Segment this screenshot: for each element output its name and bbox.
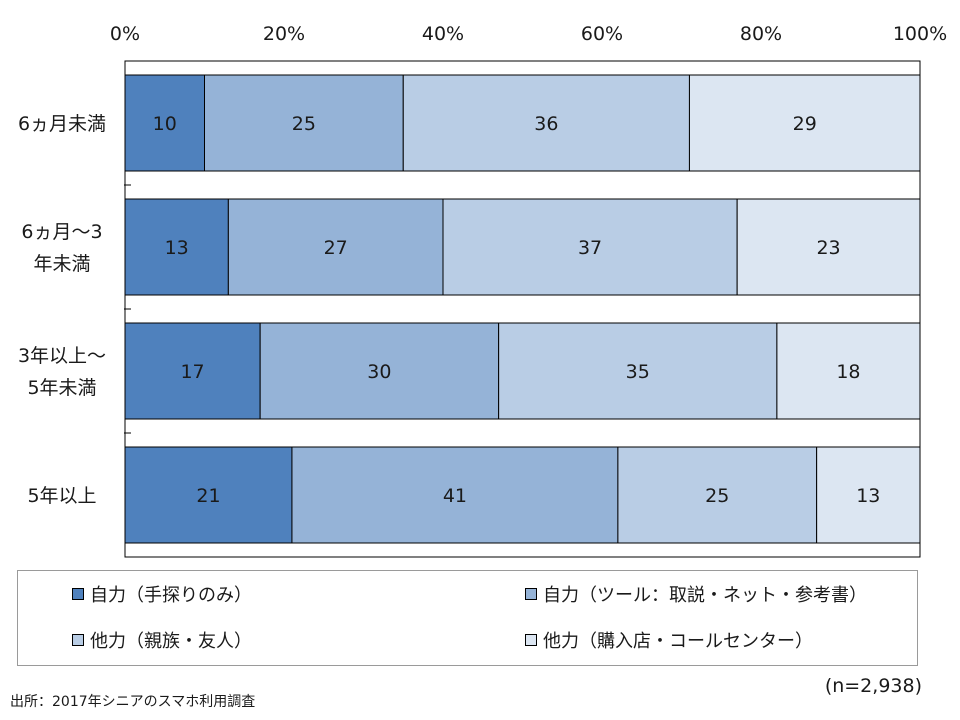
legend-item-others-shop: 他力（購入店・コールセンター） <box>525 628 813 652</box>
data-label: 35 <box>626 361 650 383</box>
data-label: 13 <box>165 237 189 259</box>
x-tick-label: 80% <box>740 23 782 45</box>
data-label: 37 <box>578 237 602 259</box>
stacked-bar-chart: 0% 20% 40% 60% 80% 100% 10 25 36 29 13 27 37 23 17 30 3… <box>18 23 947 558</box>
legend-swatch <box>72 588 84 600</box>
x-tick-label: 0% <box>110 23 140 45</box>
category-label: 6ヵ月～3 年未満 <box>21 221 102 275</box>
bar-segment <box>124 74 205 172</box>
legend-item-self-tools: 自力（ツール：取説・ネット・参考書） <box>525 582 867 606</box>
data-label: 13 <box>856 485 880 507</box>
source-note: 出所：2017年シニアのスマホ利用調査 <box>10 694 256 710</box>
data-label: 17 <box>180 361 204 383</box>
data-label: 23 <box>816 237 840 259</box>
category-label: 6ヵ月未満 <box>18 113 106 135</box>
data-label: 21 <box>196 485 220 507</box>
legend-item-self-trial: 自力（手探りのみ） <box>72 582 252 606</box>
bar-segment <box>442 198 738 296</box>
bar-segment <box>816 446 921 544</box>
plot-area: 10 25 36 29 13 27 37 23 17 30 35 18 21 41 25 13 <box>124 60 921 558</box>
data-label: 30 <box>367 361 391 383</box>
data-label: 18 <box>836 361 860 383</box>
x-tick-label: 20% <box>263 23 305 45</box>
bar-segment <box>204 74 404 172</box>
legend-label: 他力（購入店・コールセンター） <box>543 631 813 652</box>
bar-segment <box>291 446 619 544</box>
bar-segment <box>124 322 261 420</box>
data-label: 27 <box>324 237 348 259</box>
legend-label: 他力（親族・友人） <box>90 631 252 652</box>
x-tick-label: 100% <box>893 23 947 45</box>
bar-segment <box>402 74 690 172</box>
legend: 自力（手探りのみ） 自力（ツール：取説・ネット・参考書） 他力（親族・友人） 他… <box>17 570 918 666</box>
data-label: 25 <box>292 113 316 135</box>
legend-swatch <box>72 634 84 646</box>
data-label: 10 <box>153 113 177 135</box>
data-label: 36 <box>534 113 558 135</box>
legend-label: 自力（手探りのみ） <box>90 585 252 606</box>
bar-segment <box>776 322 921 420</box>
bar-segment <box>124 446 293 544</box>
bar-segment <box>498 322 778 420</box>
legend-swatch <box>525 588 537 600</box>
data-label: 25 <box>705 485 729 507</box>
bar-segment <box>259 322 500 420</box>
bar-segment <box>688 74 921 172</box>
legend-label: 自力（ツール：取説・ネット・参考書） <box>543 585 867 606</box>
bar-segment <box>617 446 818 544</box>
data-label: 41 <box>443 485 467 507</box>
x-tick-label: 40% <box>422 23 464 45</box>
category-label: 3年以上～ 5年未満 <box>18 345 106 399</box>
category-label: 5年以上 <box>27 485 96 507</box>
bar-segment <box>736 198 921 296</box>
category-labels: 6ヵ月未満 6ヵ月～3 年未満 3年以上～ 5年未満 5年以上 <box>18 113 106 507</box>
data-label: 29 <box>793 113 817 135</box>
sample-size-note: (n=2,938) <box>824 675 922 697</box>
legend-item-others-family: 他力（親族・友人） <box>72 628 252 652</box>
bar-segment <box>124 198 229 296</box>
x-axis-ticks: 0% 20% 40% 60% 80% 100% <box>110 23 947 45</box>
x-tick-label: 60% <box>581 23 623 45</box>
legend-swatch <box>525 634 537 646</box>
